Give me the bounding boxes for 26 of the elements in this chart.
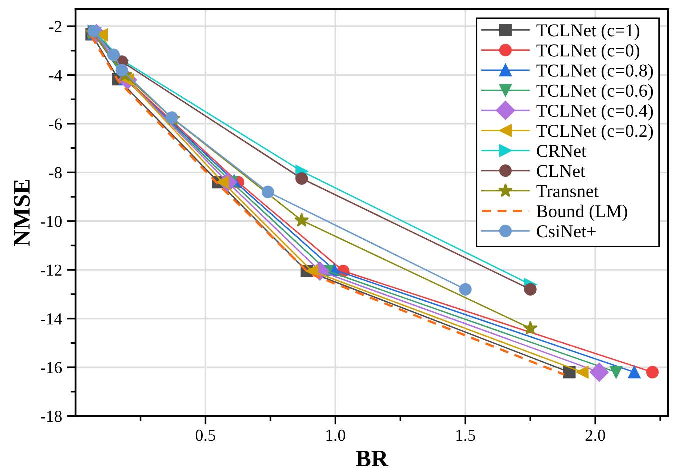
y-tick-label: -12 xyxy=(41,264,62,276)
y-tick-label: -8 xyxy=(49,167,62,179)
x-tick-label: 2.0 xyxy=(586,430,606,442)
y-tick-label: -18 xyxy=(41,410,62,422)
y-tick-label: -2 xyxy=(49,21,62,32)
legend-label: Bound (LM) xyxy=(536,204,628,222)
legend-label: TCLNet (c=1) xyxy=(536,24,640,40)
y-axis-title: NMSE xyxy=(14,180,30,247)
legend-label: TCLNet (c=0.4) xyxy=(536,104,654,121)
y-tick-label: -16 xyxy=(41,362,62,374)
legend-label: CLNet xyxy=(537,165,586,178)
legend-label: TCLNet (c=0.8) xyxy=(536,64,654,81)
x-tick-label: 1.0 xyxy=(326,430,346,442)
y-tick-label: -10 xyxy=(41,216,62,228)
x-axis-title: BR xyxy=(356,451,389,467)
legend-label: TCLNet (c=0) xyxy=(536,44,640,60)
legend-label: TCLNet (c=0.6) xyxy=(536,84,654,101)
y-tick-label: -14 xyxy=(41,314,62,325)
legend-label: CRNet xyxy=(537,145,586,158)
y-tick-label: -4 xyxy=(49,70,62,82)
legend-label: Transnet xyxy=(536,185,599,198)
y-tick-label: -6 xyxy=(49,118,62,130)
x-tick-label: 1.5 xyxy=(456,430,476,442)
x-tick-label: 0.5 xyxy=(196,430,216,442)
legend-label: CsiNet+ xyxy=(537,226,596,238)
legend-label: TCLNet (c=0.2) xyxy=(536,124,654,141)
